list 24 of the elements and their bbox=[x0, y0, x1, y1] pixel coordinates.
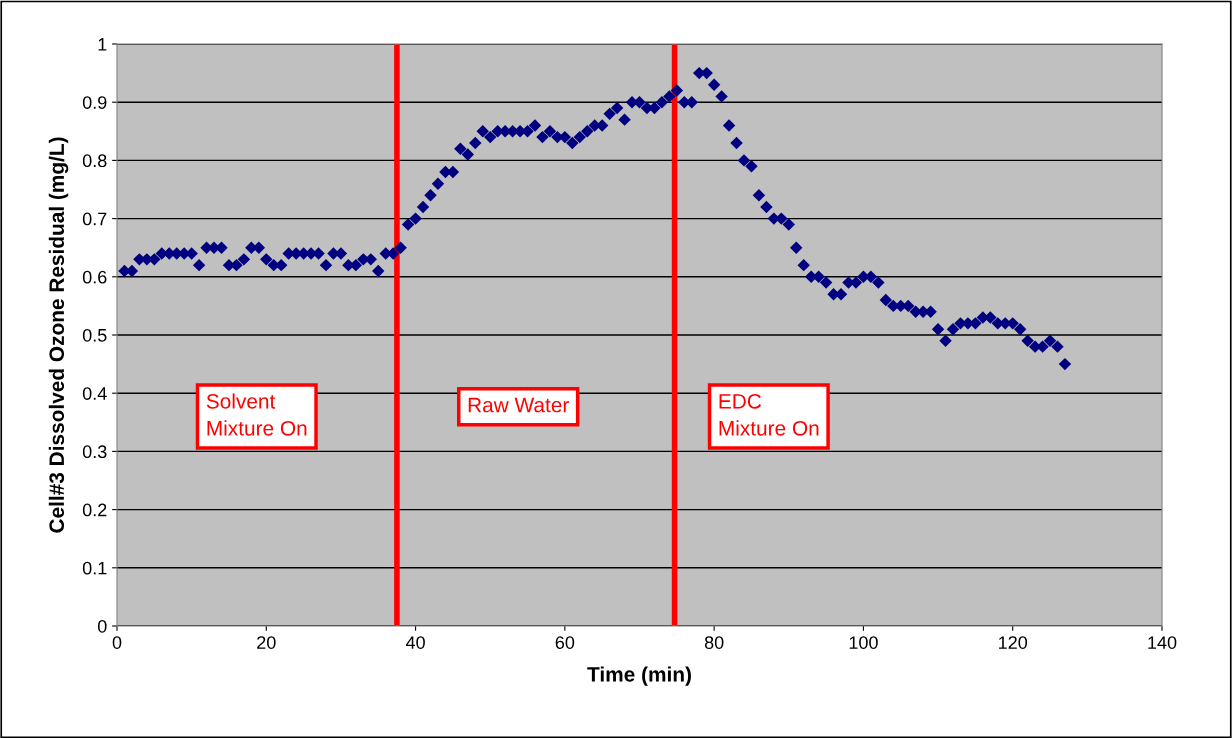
y-tick-label: 0.7 bbox=[82, 212, 107, 226]
y-tick-label: 0.3 bbox=[82, 445, 107, 459]
y-tick-label: 0 bbox=[97, 619, 107, 633]
x-tick-label: 0 bbox=[112, 636, 122, 649]
y-tick-label: 0.8 bbox=[82, 154, 107, 168]
annotation: EDC Mixture On bbox=[719, 393, 819, 436]
y-tick-label: 0.4 bbox=[82, 387, 107, 400]
y-tick-label: 0.1 bbox=[82, 561, 107, 575]
y-tick-label: 0.2 bbox=[82, 503, 107, 517]
x-tick-label: 140 bbox=[1148, 636, 1177, 649]
x-tick-label: 100 bbox=[849, 636, 878, 649]
y-tick-label: 0.6 bbox=[82, 270, 107, 284]
annotation: Solvent Mixture On bbox=[206, 393, 307, 436]
y-tick-label: 0.5 bbox=[82, 328, 107, 342]
x-tick-label: 60 bbox=[555, 636, 575, 649]
x-tick-label: 20 bbox=[257, 636, 276, 649]
annotation: Raw Water bbox=[468, 397, 569, 413]
x-tick-label: 40 bbox=[405, 636, 425, 649]
x-tick-label: 120 bbox=[999, 636, 1028, 649]
y-axis-title: Cell#3 Dissolved Ozone Residual (mg/L) bbox=[48, 137, 69, 533]
y-tick-label: 1 bbox=[98, 38, 107, 51]
y-tick-label: 0.9 bbox=[82, 96, 107, 109]
x-axis-title: Time (min) bbox=[587, 666, 691, 686]
x-tick-label: 80 bbox=[704, 636, 724, 649]
